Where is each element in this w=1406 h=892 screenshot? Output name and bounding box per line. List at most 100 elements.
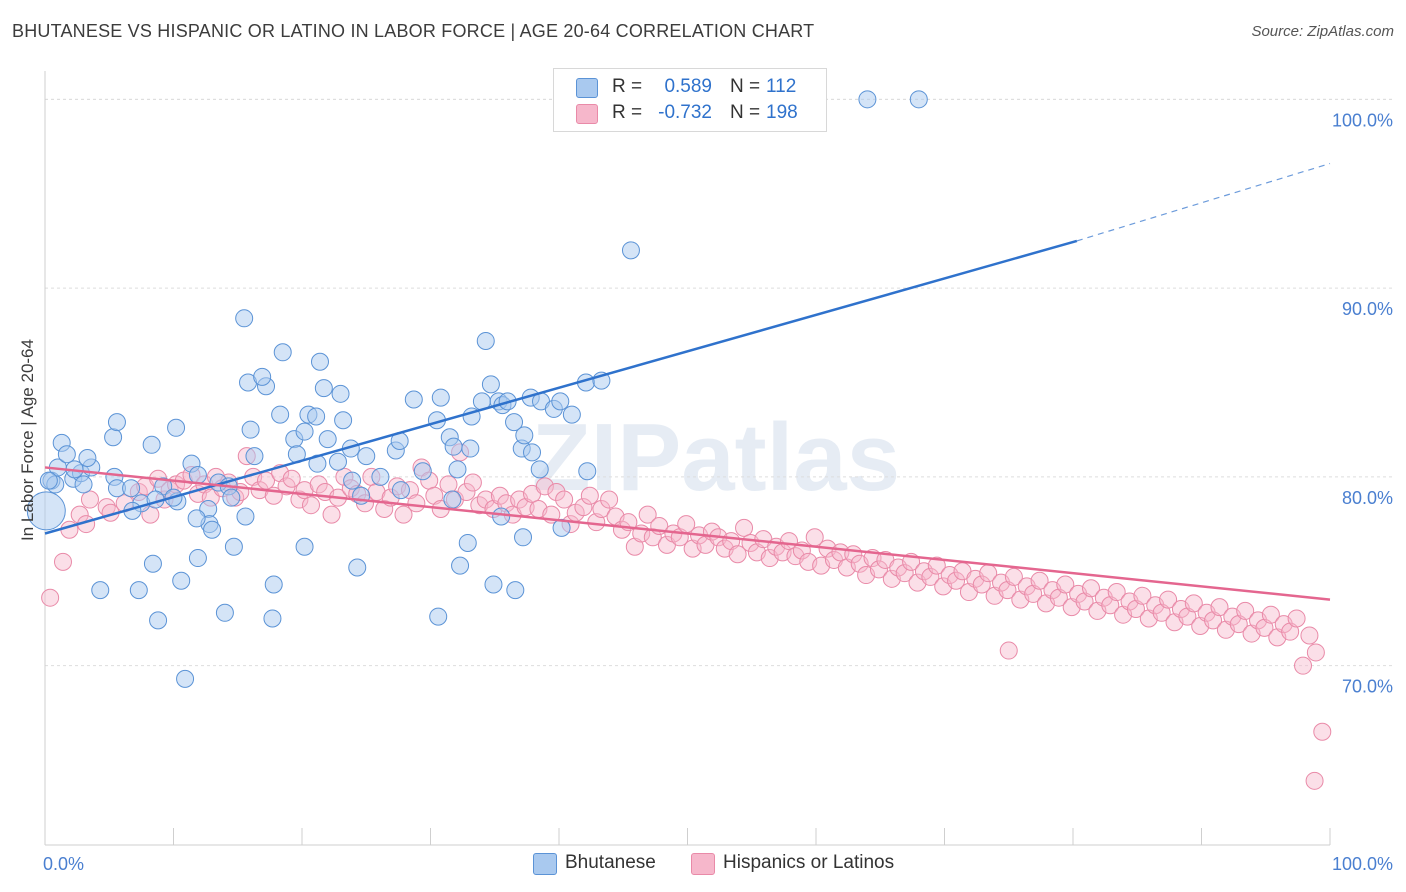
watermark: ZIPatlas xyxy=(532,404,900,511)
hispanic-point xyxy=(301,496,320,515)
hispanic-point xyxy=(580,486,599,505)
bhutanese-point xyxy=(307,407,326,426)
bhutanese-point xyxy=(188,549,207,568)
bhutanese-point xyxy=(122,479,141,498)
bhutanese-point xyxy=(328,452,347,471)
bhutanese-point xyxy=(448,460,467,479)
bhutanese-point xyxy=(444,437,463,456)
bhutanese-point xyxy=(78,449,97,467)
hispanic-point xyxy=(921,567,940,586)
bhutanese-point xyxy=(143,554,162,573)
bhutanese-point xyxy=(26,491,66,531)
bhutanese-legend-label: Bhutanese xyxy=(565,852,656,873)
n-label: N = xyxy=(730,76,761,97)
hispanic-swatch xyxy=(691,853,715,875)
bhutanese-point xyxy=(391,481,410,500)
hispanic-point xyxy=(394,505,413,524)
hispanic-point xyxy=(895,564,914,583)
y-tick-label: 80.0% xyxy=(1342,488,1393,508)
bhutanese-point xyxy=(484,575,503,594)
bhutanese-point xyxy=(523,443,542,462)
bhutanese-point xyxy=(188,465,207,484)
r-label: R = xyxy=(612,102,643,123)
hispanic-point xyxy=(1075,592,1094,611)
bhutanese-point xyxy=(142,435,161,454)
bhutanese-point xyxy=(514,528,533,547)
hispanic-point xyxy=(1024,584,1043,603)
hispanic-point xyxy=(1204,611,1223,630)
r-value: -0.732 xyxy=(658,102,712,123)
bhutanese-swatch xyxy=(576,78,598,98)
hispanic-point xyxy=(476,490,495,509)
bhutanese-point xyxy=(295,422,314,441)
bhutanese-point xyxy=(167,418,186,437)
hispanic-point xyxy=(41,588,60,607)
bhutanese-point xyxy=(413,462,432,481)
hispanic-point xyxy=(1300,626,1319,645)
hispanic-point xyxy=(1236,601,1255,620)
bhutanese-point xyxy=(236,507,255,526)
hispanic-point xyxy=(1305,771,1324,790)
hispanic-point xyxy=(998,581,1017,600)
hispanic-point xyxy=(1056,575,1075,594)
trend-lines xyxy=(44,162,1331,601)
bhutanese-point xyxy=(129,581,148,600)
bhutanese-point xyxy=(506,581,525,600)
hispanic-point xyxy=(1126,600,1145,619)
hispanic-point xyxy=(1281,622,1300,641)
hispanic-point xyxy=(53,552,72,571)
tick-labels: 70.0% 80.0% 90.0% 100.0% 0.0% 100.0% xyxy=(43,110,1393,874)
bhutanese-point xyxy=(39,471,58,490)
hispanic-swatch xyxy=(576,104,598,124)
y-tick-label: 90.0% xyxy=(1342,299,1393,319)
hispanic-point xyxy=(1210,598,1229,617)
bhutanese-point xyxy=(343,471,362,490)
hispanic-point xyxy=(1306,643,1325,662)
bhutanese-point xyxy=(318,430,337,449)
bhutanese-point xyxy=(57,445,76,464)
bhutanese-point xyxy=(481,375,500,394)
hispanic-point xyxy=(1152,603,1171,622)
legend-row-hispanic: R = -0.732 N = 198 xyxy=(554,101,826,127)
n-value: 198 xyxy=(766,102,798,123)
hispanic-point xyxy=(425,486,444,505)
bhutanese-point xyxy=(371,467,390,486)
r-label: R = xyxy=(612,76,643,97)
bhutanese-point xyxy=(203,520,222,539)
bhutanese-point xyxy=(562,405,581,424)
bhutanese-points xyxy=(26,90,928,688)
bhutanese-point xyxy=(235,309,254,328)
x-tick-label: 0.0% xyxy=(43,854,84,874)
stats-legend: R = 0.589 N = 112 R = -0.732 N = 198 xyxy=(553,68,827,132)
bhutanese-point xyxy=(273,343,292,362)
bhutanese-point xyxy=(295,537,314,556)
y-tick-label: 100.0% xyxy=(1332,110,1393,130)
bhutanese-point xyxy=(154,477,173,496)
hispanic-point xyxy=(555,490,574,509)
bhutanese-point xyxy=(215,603,234,622)
hispanic-point xyxy=(439,475,458,494)
bhutanese-point xyxy=(222,488,241,507)
hispanic-point xyxy=(574,498,593,517)
hispanic-point xyxy=(869,560,888,579)
legend-row-bhutanese: R = 0.589 N = 112 xyxy=(554,75,826,101)
bhutanese-point xyxy=(331,384,350,403)
bhutanese-point xyxy=(271,405,290,424)
bhutanese-point xyxy=(104,428,123,447)
bhutanese-point xyxy=(458,533,477,552)
hispanic-legend-label: Hispanics or Latinos xyxy=(723,852,895,873)
bhutanese-point xyxy=(515,426,534,445)
hispanic-point xyxy=(625,537,644,556)
hispanic-point xyxy=(1159,590,1178,609)
hispanic-point xyxy=(728,545,747,564)
hispanic-trend-line xyxy=(44,466,1331,601)
hispanic-point xyxy=(1294,656,1313,675)
hispanic-point xyxy=(457,482,476,501)
hispanic-point xyxy=(535,477,554,496)
chart-title: BHUTANESE VS HISPANIC OR LATINO IN LABOR… xyxy=(12,21,815,41)
hispanic-point xyxy=(407,494,426,513)
bhutanese-trend-extension xyxy=(1076,162,1331,242)
bhutanese-point xyxy=(461,439,480,458)
n-value: 112 xyxy=(766,76,797,97)
